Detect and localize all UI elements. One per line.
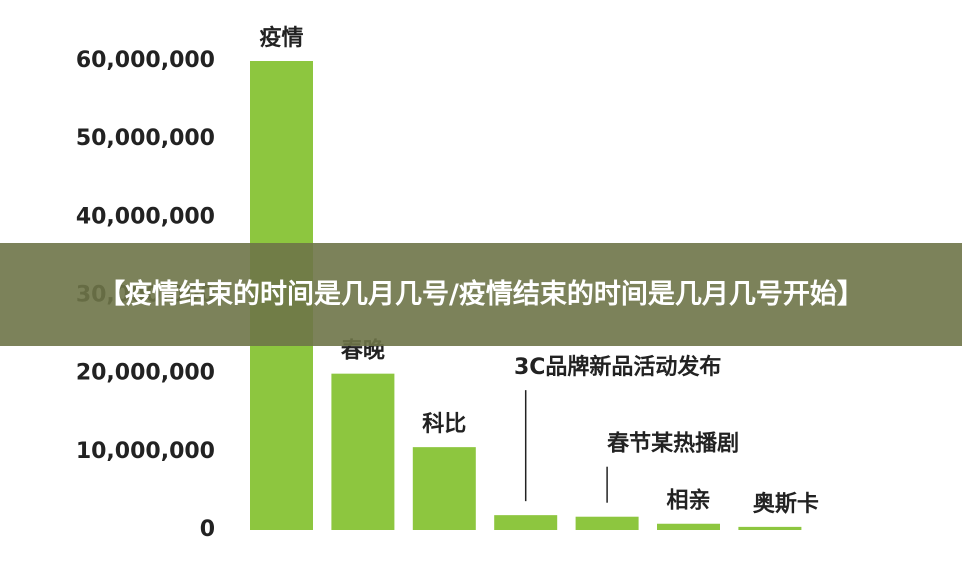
- category-label: 相亲: [666, 489, 710, 514]
- bar: [738, 526, 802, 530]
- y-tick-label: 20,000,000: [76, 361, 215, 386]
- y-tick-label: 0: [200, 517, 215, 542]
- y-tick-label: 10,000,000: [76, 439, 215, 464]
- banner-title: 【疫情结束的时间是几月几号/疫情结束的时间是几月几号开始】: [98, 278, 864, 310]
- bar: [575, 516, 639, 530]
- category-label: 奥斯卡: [753, 491, 819, 517]
- banner: 【疫情结束的时间是几月几号/疫情结束的时间是几月几号开始】: [0, 243, 962, 346]
- category-label: 3C品牌新品活动发布: [514, 354, 721, 380]
- y-tick-label: 50,000,000: [76, 126, 215, 151]
- category-label: 科比: [422, 412, 466, 437]
- bar: [412, 447, 476, 530]
- bar: [494, 515, 558, 530]
- y-tick-label: 60,000,000: [76, 48, 215, 73]
- category-label: 春节某热播剧: [607, 431, 739, 457]
- y-tick-label: 40,000,000: [76, 204, 215, 229]
- category-label: 疫情: [259, 25, 303, 51]
- bar: [657, 523, 720, 530]
- bar: [331, 373, 395, 530]
